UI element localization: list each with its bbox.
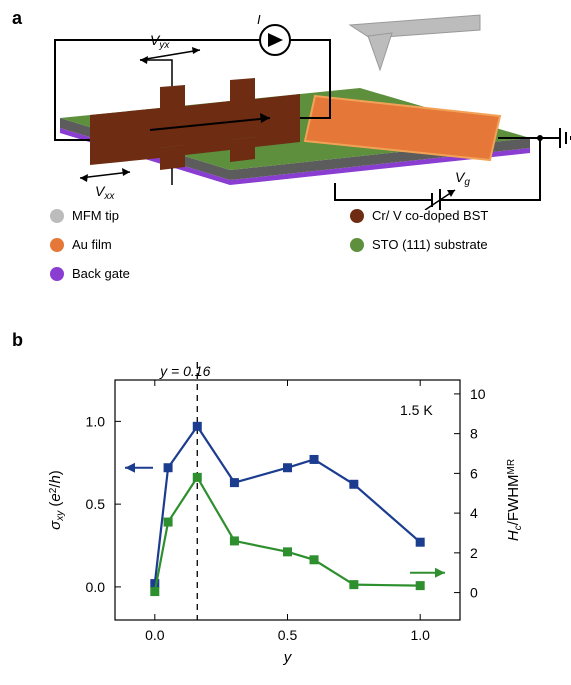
chart-panel-b: 0.0 0.5 1.0 0.0 0.5 1.0 0 2 4 6 8 10 1.5 K y = 0.16 y σ… xyxy=(40,350,530,670)
svg-text:2: 2 xyxy=(470,545,478,561)
legend-label: Au film xyxy=(72,237,112,252)
svg-text:4: 4 xyxy=(470,505,478,521)
svg-text:10: 10 xyxy=(470,386,486,402)
device-schematic: I Vyx Vxx Vg xyxy=(0,0,571,210)
svg-text:Hc/FWHMMR: Hc/FWHMMR xyxy=(505,459,524,541)
svg-text:0: 0 xyxy=(470,585,478,601)
legend-item: Cr/ V co-doped BST xyxy=(350,208,560,223)
legend-label: Cr/ V co-doped BST xyxy=(372,208,488,223)
legend-item: STO (111) substrate xyxy=(350,237,560,252)
svg-text:6: 6 xyxy=(470,465,478,481)
legend-swatch xyxy=(350,209,364,223)
svg-text:0.0: 0.0 xyxy=(86,579,106,595)
svg-text:1.0: 1.0 xyxy=(410,627,430,643)
svg-text:0.5: 0.5 xyxy=(86,496,106,512)
svg-text:Vxx: Vxx xyxy=(95,183,115,202)
svg-text:Vyx: Vyx xyxy=(150,32,170,51)
svg-text:σxy (e2/h): σxy (e2/h) xyxy=(47,470,66,530)
temperature-label: 1.5 K xyxy=(400,402,433,418)
legend-item: MFM tip xyxy=(50,208,260,223)
svg-text:y: y xyxy=(283,649,293,666)
legend-swatch xyxy=(350,238,364,252)
legend-label: MFM tip xyxy=(72,208,119,223)
svg-text:1.0: 1.0 xyxy=(86,413,106,429)
schematic-legend: MFM tip Cr/ V co-doped BST Au film STO (111… xyxy=(50,208,560,295)
legend-label: STO (111) substrate xyxy=(372,237,488,252)
legend-item: Au film xyxy=(50,237,260,252)
svg-text:8: 8 xyxy=(470,426,478,442)
svg-text:Vg: Vg xyxy=(455,169,470,188)
svg-text:0.0: 0.0 xyxy=(145,627,165,643)
svg-text:y = 0.16: y = 0.16 xyxy=(159,363,210,379)
legend-item: Back gate xyxy=(50,266,260,281)
svg-text:I: I xyxy=(257,12,261,27)
legend-swatch xyxy=(50,267,64,281)
legend-swatch xyxy=(50,209,64,223)
svg-text:0.5: 0.5 xyxy=(278,627,298,643)
panel-label-b: b xyxy=(12,330,23,351)
legend-label: Back gate xyxy=(72,266,130,281)
legend-swatch xyxy=(50,238,64,252)
